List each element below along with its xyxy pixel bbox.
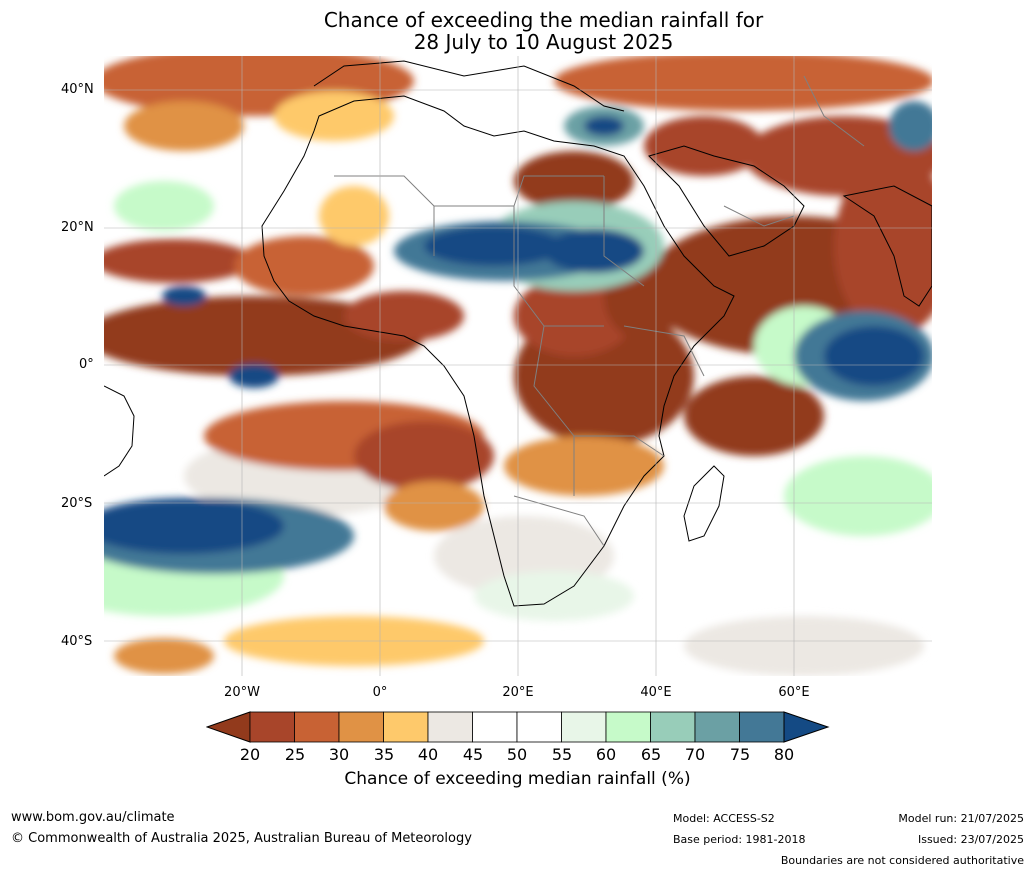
colorbar-cell — [650, 711, 696, 743]
footer-model: Model: ACCESS-S2 — [673, 812, 775, 825]
colorbar-cell — [338, 711, 384, 743]
longitude-label-20e: 20°E — [502, 685, 534, 700]
colorbar-tick: 40 — [417, 745, 439, 764]
field-patch — [684, 376, 824, 456]
south-america-coastline — [104, 385, 135, 477]
field-patch — [784, 456, 932, 536]
field-patch — [104, 296, 424, 376]
longitude-label-0: 0° — [372, 685, 388, 700]
field-patch — [344, 291, 464, 341]
border-line — [623, 325, 705, 377]
footer-copyright: © Commonwealth of Australia 2025, Austra… — [11, 831, 472, 846]
footer-issued: Issued: 23/07/2025 — [917, 833, 1024, 846]
colorbar-tick: 50 — [506, 745, 528, 764]
arabia-coastline — [648, 145, 805, 257]
colorbar-cell — [561, 711, 607, 743]
field-patch — [114, 181, 214, 231]
title-line-2: 28 July to 10 August 2025 — [413, 30, 674, 54]
field-patch — [544, 229, 644, 273]
longitude-label-40e: 40°E — [640, 685, 672, 700]
border-line — [803, 75, 865, 147]
colorbar-cells — [206, 711, 830, 743]
field-patch — [319, 186, 389, 246]
border-line — [513, 495, 605, 547]
colorbar-extend-low — [206, 711, 251, 743]
field-patch — [834, 156, 932, 336]
footer-disclaimer: Boundaries are not considered authoritat… — [780, 854, 1024, 867]
longitude-label-20w: 20°W — [224, 685, 260, 700]
rainfall-probability-map — [104, 56, 932, 676]
colorbar-tick: 20 — [239, 745, 261, 764]
field-patch — [354, 421, 494, 491]
border-line — [723, 205, 795, 227]
colorbar-cell — [383, 711, 429, 743]
field-patch — [104, 239, 254, 283]
colorbar-cell — [249, 711, 295, 743]
field-patch — [384, 481, 484, 531]
footer-model-run: Model run: 21/07/2025 — [898, 812, 1024, 825]
field-patch — [274, 91, 394, 141]
colorbar-cell — [605, 711, 651, 743]
latitude-label-40n: 40°N — [61, 82, 94, 97]
field-patch — [234, 236, 374, 296]
longitude-label-60e: 60°E — [778, 685, 810, 700]
border-line — [533, 325, 575, 496]
colorbar-cell — [739, 711, 785, 743]
field-patch — [684, 616, 924, 676]
madagascar-coastline — [683, 465, 725, 542]
probability-field — [104, 56, 932, 676]
field-patch — [104, 498, 284, 554]
latitude-label-0: 0° — [79, 357, 94, 372]
country-borders — [334, 75, 865, 547]
india-coastline — [842, 185, 932, 307]
colorbar-tick: 75 — [729, 745, 751, 764]
field-patch — [162, 286, 206, 306]
field-patch — [229, 364, 279, 388]
field-patch — [424, 226, 564, 266]
colorbar-tick: 25 — [284, 745, 306, 764]
colorbar-cell — [427, 711, 473, 743]
colorbar-extend-high — [783, 711, 830, 743]
colorbar-tick: 60 — [595, 745, 617, 764]
border-line — [334, 175, 435, 256]
field-patch — [584, 116, 624, 136]
europe-coastline — [313, 60, 625, 112]
field-patch — [889, 101, 932, 151]
colorbar-cell — [516, 711, 562, 743]
footer-website: www.bom.gov.au/climate — [11, 810, 175, 825]
border-line — [574, 435, 665, 457]
colorbar-tick: 55 — [551, 745, 573, 764]
title-line-1: Chance of exceeding the median rainfall … — [323, 8, 764, 32]
latitude-label-20n: 20°N — [61, 220, 94, 235]
border-line — [603, 176, 645, 287]
latitude-label-40s: 40°S — [61, 634, 93, 649]
border-line — [513, 206, 604, 327]
field-patch — [554, 56, 932, 111]
chart-title: Chance of exceeding the median rainfall … — [0, 9, 1035, 53]
colorbar-cell — [694, 711, 740, 743]
colorbar-tick: 70 — [684, 745, 706, 764]
field-patch — [124, 101, 244, 151]
colorbar-tick: 45 — [462, 745, 484, 764]
field-patch — [114, 638, 214, 674]
field-patch — [644, 116, 764, 176]
colorbar-tick: 80 — [773, 745, 795, 764]
colorbar — [206, 711, 830, 743]
footer-base-period: Base period: 1981-2018 — [673, 833, 806, 846]
border-line — [434, 175, 604, 207]
colorbar-tick: 30 — [328, 745, 350, 764]
field-patch — [474, 571, 634, 621]
field-patch — [824, 326, 924, 386]
colorbar-cell — [472, 711, 518, 743]
colorbar-cell — [294, 711, 340, 743]
field-patch — [504, 436, 664, 496]
colorbar-label: Chance of exceeding median rainfall (%) — [344, 769, 691, 789]
latitude-label-20s: 20°S — [61, 496, 93, 511]
colorbar-tick: 35 — [373, 745, 395, 764]
colorbar-tick: 65 — [640, 745, 662, 764]
map-svg — [104, 56, 932, 676]
graticule — [104, 56, 932, 676]
